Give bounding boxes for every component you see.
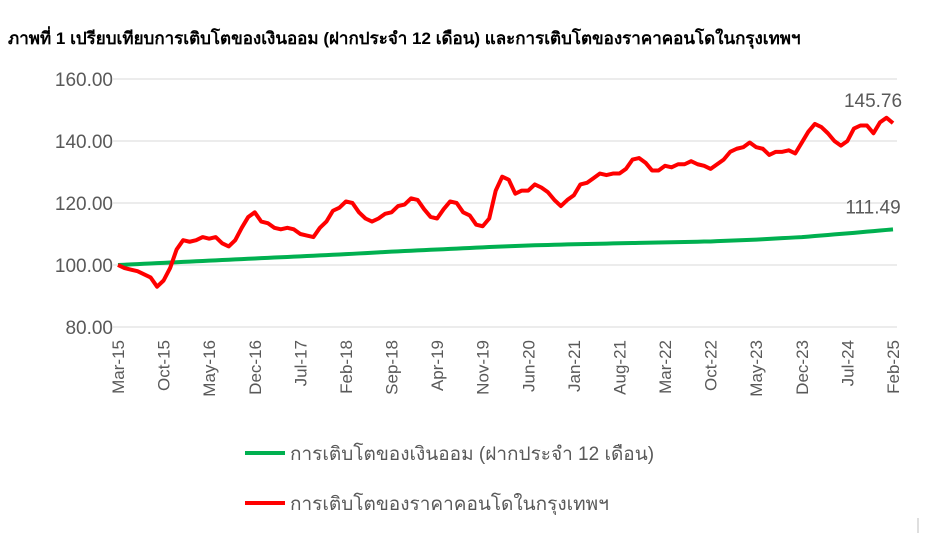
x-tick-label: Aug-21 <box>610 340 629 395</box>
x-tick-label: Jul-24 <box>838 340 857 386</box>
x-tick-label: Mar-15 <box>109 340 128 394</box>
x-tick-label: Jun-20 <box>519 340 538 392</box>
y-tick-label: 120.00 <box>55 194 113 215</box>
x-tick-label: May-16 <box>200 340 219 397</box>
legend-label: การเติบโตของราคาคอนโดในกรุงเทพฯ <box>290 492 609 516</box>
y-tick-label: 160.00 <box>55 70 113 91</box>
data-label: 111.49 <box>845 197 900 218</box>
x-tick-label: Feb-18 <box>337 340 356 394</box>
x-tick-label: May-23 <box>747 340 766 397</box>
x-tick-label: Sep-18 <box>383 340 402 395</box>
y-tick-label: 100.00 <box>55 256 113 277</box>
x-tick-label: Jan-21 <box>565 340 584 392</box>
x-tick-label: Oct-22 <box>702 340 721 391</box>
x-tick-label: Nov-19 <box>474 340 493 395</box>
x-tick-label: Apr-19 <box>428 340 447 391</box>
chart-title: ภาพที่ 1 เปรียบเทียบการเติบโตของเงินออม … <box>8 26 801 49</box>
legend-label: การเติบโตของเงินออม (ฝากประจำ 12 เดือน) <box>290 442 654 465</box>
x-tick-label: Jul-17 <box>291 340 310 386</box>
y-tick-label: 80.00 <box>65 318 113 339</box>
series-line <box>117 115 895 289</box>
series-line <box>117 227 894 267</box>
y-tick-label: 140.00 <box>55 132 113 153</box>
x-tick-label: Dec-23 <box>793 340 812 395</box>
data-label: 145.76 <box>844 91 902 112</box>
x-tick-label: Oct-15 <box>155 340 174 391</box>
x-tick-label: Mar-22 <box>656 340 675 394</box>
x-tick-label: Feb-25 <box>884 340 903 394</box>
x-tick-label: Dec-16 <box>246 340 265 395</box>
